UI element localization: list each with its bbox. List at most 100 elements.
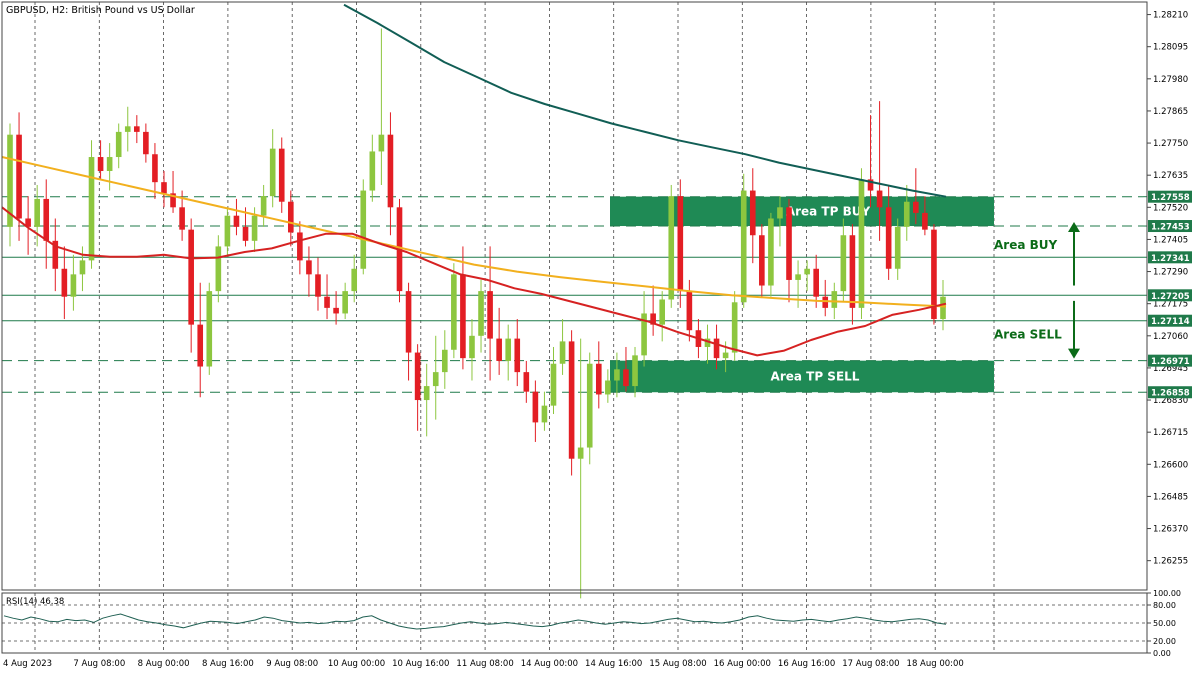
y-tick-label: 1.26945 — [1153, 364, 1188, 374]
price-level-box — [1148, 190, 1192, 203]
candle-body — [88, 157, 95, 261]
y-tick-label: 1.27060 — [1153, 332, 1188, 342]
candle-body — [16, 134, 22, 219]
x-tick-label: 8 Aug 16:00 — [202, 659, 254, 669]
x-tick-label: 14 Aug 00:00 — [521, 659, 578, 669]
y-tick-label: 1.26485 — [1153, 492, 1188, 502]
candle-body — [260, 196, 267, 216]
candle-body — [487, 291, 493, 339]
candle-body — [215, 246, 222, 292]
candle-body — [324, 296, 330, 308]
candle-body — [306, 260, 312, 275]
price-level-box — [1148, 354, 1192, 367]
candle-body — [152, 154, 158, 183]
candle-body — [858, 179, 865, 308]
candle-body — [614, 369, 620, 381]
candle-body — [768, 218, 774, 286]
candle-body — [514, 338, 521, 373]
candle-body — [740, 190, 747, 303]
candle-body — [940, 296, 946, 320]
price-level-label: 1.27114 — [1151, 317, 1190, 327]
candle-body — [623, 369, 629, 387]
y-tick-label: 1.27290 — [1153, 268, 1188, 278]
y-tick-label: 1.28210 — [1153, 11, 1188, 21]
candle-body — [677, 196, 684, 292]
candle-body — [469, 335, 475, 359]
candle-body — [251, 215, 258, 241]
candle-body — [106, 157, 113, 171]
candle-body — [134, 126, 140, 132]
y-tick-label: 1.26715 — [1153, 428, 1188, 438]
candle-body — [541, 405, 548, 423]
candle-body — [478, 291, 484, 336]
candle-body — [876, 190, 883, 208]
candle-body — [759, 235, 765, 286]
candle-body — [795, 274, 801, 280]
candle-body — [405, 291, 412, 353]
candle-body — [233, 215, 240, 227]
y-tick-label: 1.27405 — [1153, 235, 1188, 245]
candle-body — [822, 296, 829, 308]
candle-body — [523, 372, 530, 392]
candle-body — [903, 201, 910, 227]
price-level-label: 1.27558 — [1151, 193, 1190, 203]
candle-body — [432, 372, 439, 387]
candle-body — [641, 313, 647, 356]
candle-body — [632, 355, 638, 387]
y-tick-label: 1.26830 — [1153, 396, 1188, 406]
candle-body — [659, 299, 666, 325]
candle-body — [269, 148, 276, 197]
candle-body — [668, 196, 675, 300]
x-tick-label: 10 Aug 16:00 — [392, 659, 449, 669]
candle-body — [34, 198, 40, 227]
candle-body — [70, 274, 77, 297]
candle-body — [559, 341, 566, 364]
x-tick-label: 16 Aug 16:00 — [778, 659, 835, 669]
candle-body — [297, 232, 303, 261]
y-tick-label: 1.27750 — [1153, 139, 1188, 149]
price-level-box — [1148, 289, 1192, 302]
rsi-y-tick-label: 20.00 — [1153, 637, 1176, 646]
candle-body — [161, 182, 167, 194]
candle-body — [840, 235, 847, 292]
x-tick-label: 10 Aug 00:00 — [328, 659, 385, 669]
candle-body — [79, 260, 86, 275]
y-tick-label: 1.26370 — [1153, 525, 1188, 535]
x-tick-label: 17 Aug 08:00 — [842, 659, 899, 669]
candle-body — [387, 134, 394, 208]
candle-body — [913, 201, 919, 213]
candle-body — [143, 131, 149, 155]
candle-body — [505, 338, 512, 361]
candle-body — [496, 338, 502, 361]
area-sell-label: Area SELL — [994, 327, 1062, 341]
candle-body — [224, 215, 231, 247]
candle-body — [722, 352, 729, 359]
sell-arrow-icon — [1068, 348, 1080, 359]
candle-body — [931, 229, 937, 320]
axis-layer: 4 Aug 2023 7 Aug 08:00 8 Aug 00:00 8 Aug 16… — [1, 1, 1192, 669]
candle-body — [124, 126, 131, 132]
y-tick-label: 1.26255 — [1153, 557, 1188, 567]
candle-body — [650, 313, 656, 325]
candle-body — [7, 134, 13, 227]
x-tick-label: 15 Aug 08:00 — [649, 659, 706, 669]
candle-body — [577, 447, 584, 459]
rsi-line — [3, 613, 947, 630]
candle-body — [550, 363, 557, 406]
candle-body — [188, 229, 194, 325]
candle-body — [179, 207, 185, 230]
candle-body — [414, 352, 421, 401]
rsi-label: RSI(14) 46.38 — [6, 597, 64, 607]
candle-body — [97, 157, 104, 171]
y-tick-label: 1.27520 — [1153, 203, 1188, 213]
x-tick-label: 8 Aug 00:00 — [138, 659, 190, 669]
price-level-label: 1.27205 — [1151, 292, 1190, 302]
y-tick-label: 1.27865 — [1153, 107, 1188, 117]
rsi-y-tick-label: 80.00 — [1153, 601, 1176, 610]
price-level-label: 1.26858 — [1151, 389, 1190, 399]
candle-body — [115, 131, 122, 158]
candle-layer — [7, 28, 946, 599]
x-tick-label: 18 Aug 00:00 — [907, 659, 964, 669]
candle-body — [894, 226, 901, 269]
